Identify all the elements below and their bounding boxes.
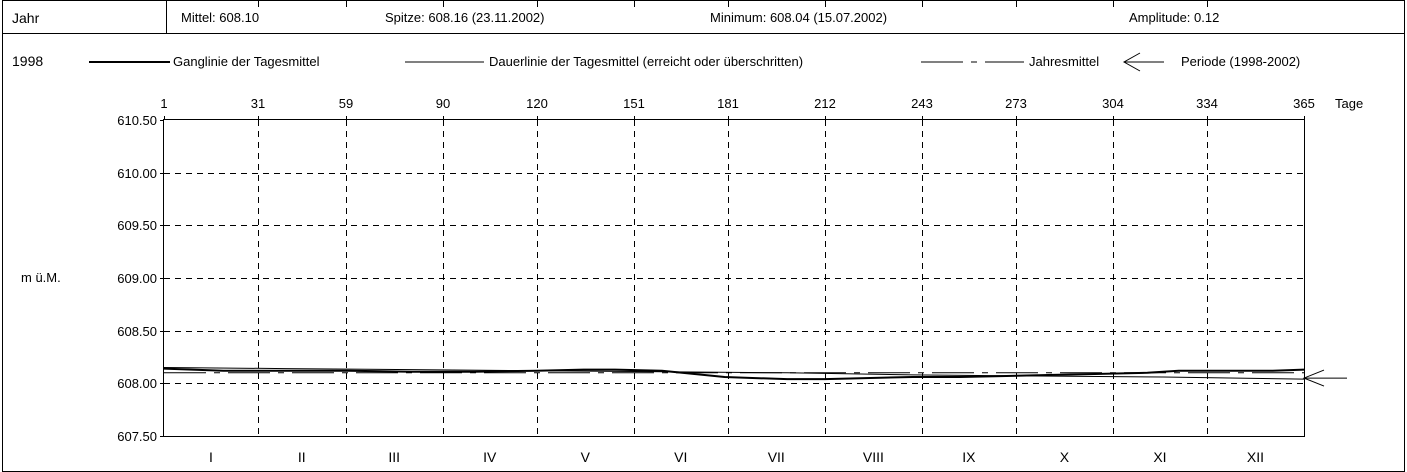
x-top-tick-label: 151 [623, 96, 645, 111]
month-label: IV [483, 449, 497, 465]
month-label: VIII [863, 449, 884, 465]
y-tick-label: 610.50 [117, 113, 157, 128]
legend-ganglinie-label: Ganglinie der Tagesmittel [173, 54, 320, 69]
periode-marker [1302, 369, 1347, 387]
x-top-tick-label: 31 [251, 96, 265, 111]
header-minimum: Minimum: 608.04 (15.07.2002) [710, 10, 887, 25]
month-label: V [581, 449, 591, 465]
periode-arrow [1302, 369, 1325, 387]
plot-frame [163, 119, 1305, 437]
month-label: VII [768, 449, 785, 465]
x-top-tick-label: 181 [717, 96, 739, 111]
y-tick-label: 609.50 [117, 218, 157, 233]
header-year-label: Jahr [12, 10, 40, 26]
header-amplitude: Amplitude: 0.12 [1129, 10, 1219, 25]
x-top-tick-label: 304 [1102, 96, 1124, 111]
y-tick-label: 607.50 [117, 429, 157, 444]
month-label: III [388, 449, 400, 465]
series-lines [163, 367, 1305, 381]
x-top-tick-label: 1 [160, 96, 167, 111]
x-top-tick-label: 365 [1293, 96, 1315, 111]
legend-periode-label: Periode (1998-2002) [1181, 54, 1300, 69]
month-label: X [1060, 449, 1070, 465]
legend-periode-arrow-icon [1122, 52, 1164, 72]
x-top-tick-label: 334 [1196, 96, 1218, 111]
y-axis-label: m ü.M. [21, 270, 61, 285]
x-axis-label: Tage [1335, 96, 1363, 111]
dauerlinie-line [163, 367, 1305, 380]
y-tick-label: 608.00 [117, 376, 157, 391]
month-label: XII [1247, 449, 1264, 465]
y-tick-label: 610.00 [117, 166, 157, 181]
axes: 1 31 59 90 120 151 181 212 243 273 304 334 365 610.50… [117, 96, 1315, 465]
grid [164, 120, 1304, 436]
header-mittel: Mittel: 608.10 [181, 10, 259, 25]
month-label: IX [962, 449, 976, 465]
x-top-tick-label: 120 [526, 96, 548, 111]
x-top-tick-label: 212 [814, 96, 836, 111]
month-label: VI [674, 449, 687, 465]
header-spitze: Spitze: 608.16 (23.11.2002) [385, 10, 545, 25]
legend-year: 1998 [12, 53, 43, 69]
month-label: II [298, 449, 306, 465]
header-top-ticks [258, 0, 1208, 7]
x-top-tick-label: 273 [1005, 96, 1027, 111]
y-tick-label: 609.00 [117, 271, 157, 286]
legend-jahresmittel-label: Jahresmittel [1029, 54, 1099, 69]
legend-dauerlinie-label: Dauerlinie der Tagesmittel (erreicht ode… [489, 54, 803, 69]
month-label: I [209, 449, 213, 465]
x-top-tick-label: 243 [911, 96, 933, 111]
month-label: XI [1153, 449, 1166, 465]
x-top-tick-label: 90 [436, 96, 450, 111]
y-tick-label: 608.50 [117, 324, 157, 339]
x-top-tick-label: 59 [339, 96, 353, 111]
ganglinie-line [163, 367, 1305, 381]
